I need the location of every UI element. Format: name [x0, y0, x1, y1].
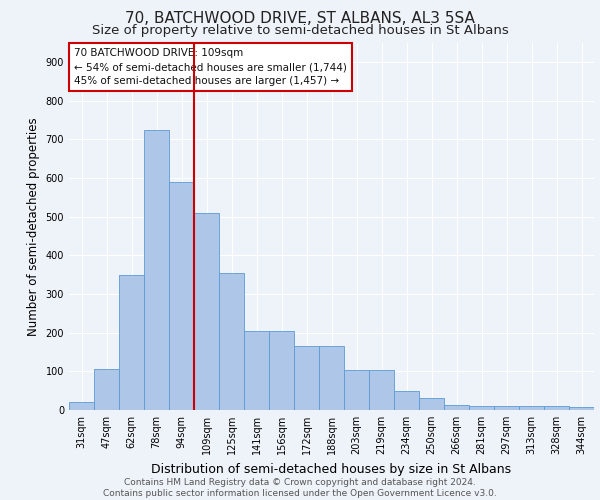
Bar [344, 370, 369, 410]
Bar [169, 182, 194, 410]
Bar [144, 130, 169, 410]
Text: 70 BATCHWOOD DRIVE: 109sqm
← 54% of semi-detached houses are smaller (1,744)
45%: 70 BATCHWOOD DRIVE: 109sqm ← 54% of semi… [74, 48, 347, 86]
Bar [319, 346, 344, 410]
Text: 70, BATCHWOOD DRIVE, ST ALBANS, AL3 5SA: 70, BATCHWOOD DRIVE, ST ALBANS, AL3 5SA [125, 11, 475, 26]
Text: Size of property relative to semi-detached houses in St Albans: Size of property relative to semi-detach… [92, 24, 508, 37]
Bar [444, 406, 469, 410]
Bar [569, 408, 594, 410]
Bar [494, 406, 519, 410]
Text: Contains HM Land Registry data © Crown copyright and database right 2024.
Contai: Contains HM Land Registry data © Crown c… [103, 478, 497, 498]
Bar [244, 330, 269, 410]
Bar [544, 406, 569, 410]
Bar [294, 346, 319, 410]
Bar [419, 398, 444, 410]
Bar [219, 272, 244, 410]
Bar [69, 402, 94, 410]
Bar [369, 370, 394, 410]
Bar [94, 370, 119, 410]
Bar [269, 330, 294, 410]
Bar [394, 390, 419, 410]
Bar [119, 274, 144, 410]
Bar [194, 212, 219, 410]
Y-axis label: Number of semi-detached properties: Number of semi-detached properties [27, 117, 40, 336]
X-axis label: Distribution of semi-detached houses by size in St Albans: Distribution of semi-detached houses by … [151, 462, 512, 475]
Bar [469, 406, 494, 410]
Bar [519, 406, 544, 410]
